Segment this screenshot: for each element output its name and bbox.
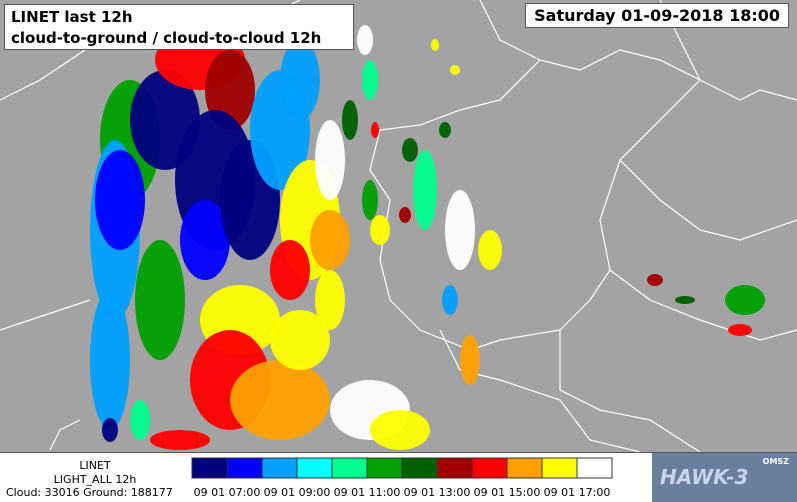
title: LINET last 12h: [11, 8, 133, 26]
legend-product: LIGHT_ALL 12h: [53, 473, 137, 486]
agency: OMSZ: [762, 457, 789, 466]
lightning-cluster: [370, 410, 430, 450]
lightning-cluster: [370, 215, 390, 245]
lightning-cluster: [450, 65, 460, 75]
color-swatch: [296, 457, 333, 479]
lightning-cluster: [728, 324, 752, 336]
lightning-cluster: [371, 122, 379, 138]
legend: LINET LIGHT_ALL 12h Cloud: 33016 Ground:…: [0, 452, 797, 502]
lightning-cluster: [431, 39, 439, 51]
lightning-cluster: [315, 270, 345, 330]
logo-area: HAWK-3 OMSZ: [652, 453, 797, 502]
color-swatch: [261, 457, 298, 479]
lightning-cluster: [135, 240, 185, 360]
lightning-cluster: [357, 25, 373, 55]
lightning-cluster: [442, 285, 458, 315]
legend-label: 09 01 17:00: [543, 486, 611, 499]
lightning-cluster: [342, 100, 358, 140]
lightning-cluster: [280, 40, 320, 120]
lightning-cluster: [362, 180, 378, 220]
lightning-cluster: [413, 150, 437, 230]
lightning-cluster: [270, 310, 330, 370]
legend-label: 09 01 07:00: [193, 486, 261, 499]
lightning-cluster: [205, 50, 255, 130]
lightning-cluster: [362, 60, 378, 100]
color-swatch: [191, 457, 228, 479]
color-swatch: [331, 457, 368, 479]
lightning-cluster: [180, 200, 230, 280]
color-swatch: [576, 457, 613, 479]
color-swatch: [506, 457, 543, 479]
lightning-cluster: [230, 360, 330, 440]
color-swatch: [471, 457, 508, 479]
color-swatch: [226, 457, 263, 479]
lightning-cluster: [95, 150, 145, 250]
color-swatch: [436, 457, 473, 479]
lightning-cluster: [310, 210, 350, 270]
legend-counts: Cloud: 33016 Ground: 188177: [6, 486, 173, 499]
lightning-cluster: [102, 418, 118, 442]
lightning-cluster: [270, 240, 310, 300]
lightning-cluster: [90, 290, 130, 430]
color-swatch: [401, 457, 438, 479]
lightning-cluster: [315, 120, 345, 200]
color-bar: [191, 457, 613, 479]
lightning-cluster: [725, 285, 765, 315]
logo: HAWK-3: [660, 465, 749, 489]
lightning-cluster: [130, 400, 150, 440]
legend-label: 09 01 09:00: [263, 486, 331, 499]
lightning-cluster: [150, 430, 210, 450]
color-swatch: [366, 457, 403, 479]
datetime: Saturday 01-09-2018 18:00: [525, 3, 789, 28]
legend-label: 09 01 11:00: [333, 486, 401, 499]
title-box: LINET last 12h cloud-to-ground / cloud-t…: [4, 4, 354, 50]
legend-label: 09 01 15:00: [473, 486, 541, 499]
lightning: [90, 25, 765, 450]
lightning-cluster: [675, 296, 695, 304]
lightning-cluster: [647, 274, 663, 286]
lightning-cluster: [439, 122, 451, 138]
lightning-cluster: [478, 230, 502, 270]
subtitle: cloud-to-ground / cloud-to-cloud 12h: [11, 29, 322, 47]
lightning-cluster: [399, 207, 411, 223]
lightning-cluster: [445, 190, 475, 270]
lightning-cluster: [402, 138, 418, 162]
legend-network: LINET: [79, 459, 111, 472]
legend-label: 09 01 13:00: [403, 486, 471, 499]
lightning-cluster: [460, 335, 480, 385]
color-swatch: [541, 457, 578, 479]
